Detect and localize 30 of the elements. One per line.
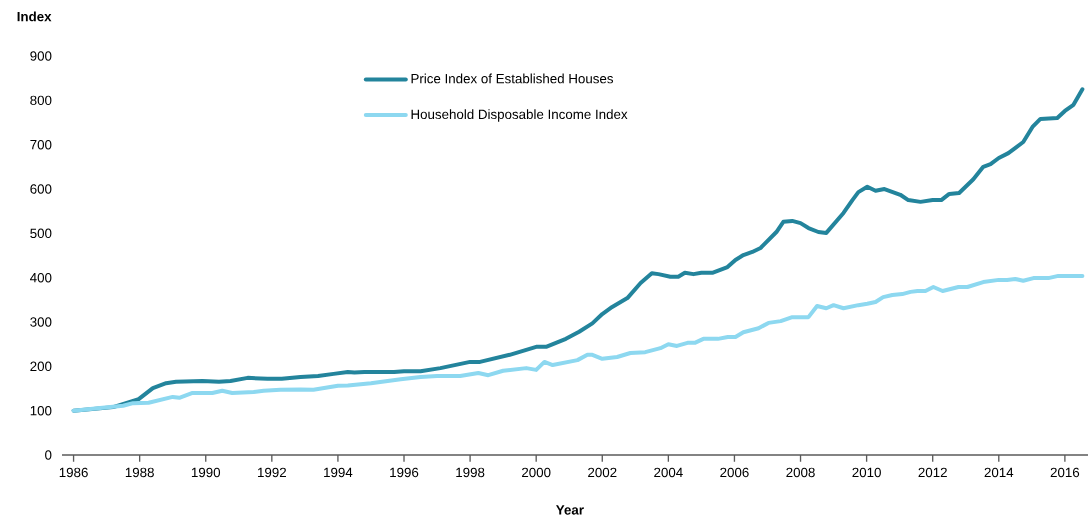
x-tick-label: 2014 bbox=[984, 467, 1014, 478]
x-tick-label: 2012 bbox=[918, 467, 947, 478]
y-tick-label: 900 bbox=[30, 51, 52, 61]
x-tick-label: 2006 bbox=[720, 467, 749, 478]
legend-label: Household Disposable Income Index bbox=[411, 109, 628, 122]
y-tick-label: 500 bbox=[30, 228, 52, 239]
x-tick-label: 1990 bbox=[191, 467, 221, 478]
legend-label: Price Index of Established Houses bbox=[411, 73, 614, 84]
x-tick-label: 2000 bbox=[522, 467, 551, 478]
y-axis-title: Index bbox=[17, 11, 52, 22]
x-axis-title: Year bbox=[556, 505, 584, 515]
x-tick-label: 2002 bbox=[588, 467, 617, 478]
y-tick-label: 0 bbox=[45, 450, 52, 460]
x-tick-label: 1998 bbox=[456, 467, 485, 478]
y-tick-label: 800 bbox=[30, 95, 52, 106]
x-tick-label: 2004 bbox=[654, 467, 683, 478]
y-tick-label: 300 bbox=[30, 317, 52, 327]
y-tick-label: 600 bbox=[30, 184, 52, 194]
y-tick-label: 200 bbox=[30, 361, 52, 372]
x-tick-label: 2016 bbox=[1050, 467, 1080, 478]
x-tick-label: 2010 bbox=[852, 467, 881, 478]
x-tick-label: 1986 bbox=[59, 467, 88, 478]
x-tick-label: 1996 bbox=[390, 467, 419, 478]
x-tick-label: 1994 bbox=[324, 467, 353, 478]
x-tick-label: 1988 bbox=[125, 467, 154, 478]
x-tick-label: 1992 bbox=[258, 467, 286, 478]
y-tick-label: 400 bbox=[30, 272, 52, 283]
y-tick-label: 100 bbox=[30, 405, 52, 416]
y-tick-label: 700 bbox=[30, 139, 52, 150]
x-tick-label: 2008 bbox=[786, 467, 815, 478]
